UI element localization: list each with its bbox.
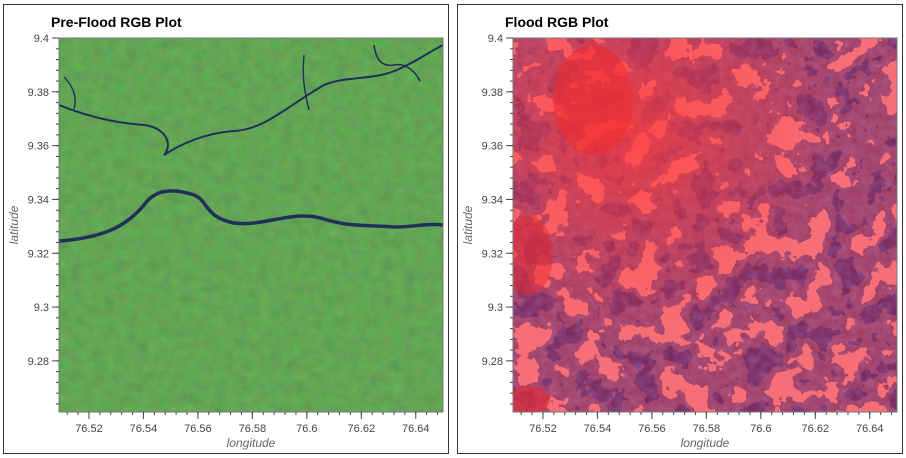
raster-image	[59, 38, 443, 412]
x-tick-label: 76.54	[584, 423, 612, 435]
x-tick-label: 76.54	[130, 423, 158, 435]
river-branch	[63, 76, 76, 110]
flood-patch	[553, 45, 633, 155]
x-tick-label: 76.58	[239, 423, 267, 435]
y-tick-label: 9.28	[28, 356, 49, 368]
y-tick-label: 9.3	[34, 302, 49, 314]
river-branch	[373, 44, 421, 82]
x-axis-label: longitude	[681, 436, 730, 450]
x-tick-label: 76.56	[638, 423, 666, 435]
flood-patch	[513, 386, 550, 412]
river-north	[59, 44, 443, 156]
y-tick-label: 9.3	[488, 302, 503, 314]
chart-title: Flood RGB Plot	[505, 14, 609, 30]
x-tick-label: 76.6	[750, 423, 771, 435]
y-tick-label: 9.34	[28, 194, 49, 206]
river-main	[59, 189, 443, 243]
x-axis-label: longitude	[227, 436, 276, 450]
x-tick-label: 76.64	[402, 423, 430, 435]
x-tick-label: 76.6	[296, 423, 317, 435]
y-tick-label: 9.32	[28, 248, 49, 260]
flood-patch	[513, 215, 553, 295]
x-tick-label: 76.58	[693, 423, 721, 435]
pre-flood-chart: Pre-Flood RGB Plot 76.52 76.54 76.56 76.58 76…	[7, 14, 444, 450]
chart-title: Pre-Flood RGB Plot	[51, 14, 182, 30]
y-tick-label: 9.36	[482, 141, 503, 153]
y-tick-label: 9.32	[482, 248, 503, 260]
flood-panel: Flood RGB Plot 76.52 76.54 76.56 76.58 76.6 76…	[457, 4, 903, 454]
y-axis-label: latitude	[461, 205, 475, 244]
y-tick-label: 9.4	[488, 33, 503, 45]
x-tick-label: 76.62	[802, 423, 830, 435]
y-tick-label: 9.34	[482, 194, 503, 206]
x-tick-label: 76.52	[75, 423, 103, 435]
y-axis-label: latitude	[7, 205, 21, 244]
y-tick-label: 9.38	[482, 87, 503, 99]
y-tick-label: 9.36	[28, 141, 49, 153]
plot-frame	[58, 37, 444, 413]
plot-frame	[512, 37, 898, 413]
x-tick-label: 76.62	[348, 423, 376, 435]
y-tick-label: 9.28	[482, 356, 503, 368]
x-tick-label: 76.56	[184, 423, 212, 435]
y-tick-label: 9.4	[34, 33, 49, 45]
flood-chart: Flood RGB Plot 76.52 76.54 76.56 76.58 76.6 76…	[461, 14, 898, 450]
raster-image	[513, 38, 897, 412]
y-tick-label: 9.38	[28, 87, 49, 99]
x-tick-label: 76.52	[529, 423, 557, 435]
x-tick-label: 76.64	[856, 423, 884, 435]
river-branch	[302, 54, 310, 111]
pre-flood-panel: Pre-Flood RGB Plot 76.52 76.54 76.56 76.58 76…	[3, 4, 449, 454]
